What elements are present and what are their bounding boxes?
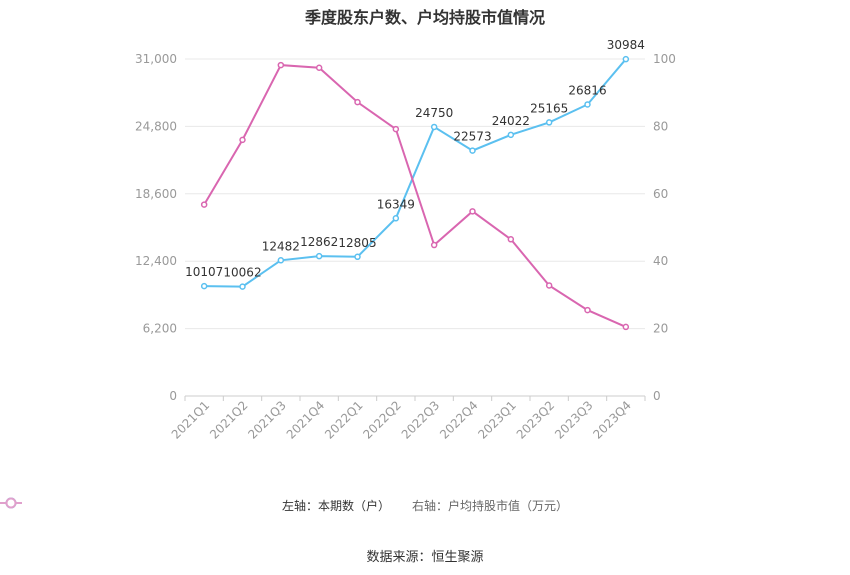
data-point-left — [469, 147, 476, 154]
x-tick-label: 2021Q2 — [207, 398, 251, 442]
data-point-right — [622, 323, 630, 331]
data-point-right — [200, 201, 208, 208]
data-point-left — [392, 215, 400, 222]
x-tick-label: 2023Q4 — [590, 398, 634, 442]
legend-marker-right-icon — [0, 497, 22, 509]
data-point-left — [584, 101, 591, 108]
data-point-left — [622, 55, 630, 63]
x-tick-label: 2021Q1 — [169, 398, 213, 442]
data-point-left — [507, 131, 515, 139]
data-point-right — [430, 241, 438, 249]
data-point-left — [200, 282, 208, 290]
data-point-left — [354, 253, 361, 261]
left-tick-label: 31,000 — [135, 52, 177, 66]
data-point-left — [239, 283, 246, 290]
data-point-right — [239, 136, 246, 144]
data-point-right — [277, 61, 285, 69]
left-tick-label: 0 — [169, 389, 177, 403]
data-label: 12482 — [262, 239, 300, 253]
right-tick-label: 60 — [653, 187, 668, 201]
x-tick-label: 2021Q3 — [245, 398, 289, 442]
data-point-right — [545, 282, 553, 289]
x-tick-label: 2023Q2 — [514, 398, 558, 442]
x-tick-label: 2023Q3 — [552, 398, 596, 442]
left-tick-label: 18,600 — [135, 187, 177, 201]
data-point-right — [392, 125, 400, 133]
right-tick-label: 80 — [653, 119, 668, 133]
data-label: 30984 — [607, 38, 645, 52]
x-tick-label: 2022Q1 — [322, 398, 366, 442]
right-tick-label: 0 — [653, 389, 661, 403]
x-tick-label: 2022Q4 — [437, 398, 481, 442]
data-label: 24022 — [492, 114, 530, 128]
data-label: 24750 — [415, 106, 453, 120]
data-label: 16349 — [377, 197, 415, 211]
x-tick-label: 2022Q2 — [360, 398, 404, 442]
data-point-right — [469, 208, 476, 215]
series-line-left — [204, 58, 627, 288]
right-tick-label: 40 — [653, 254, 668, 268]
data-label: 26816 — [568, 83, 606, 97]
data-label: 12862 — [300, 235, 338, 249]
x-tick-label: 2022Q3 — [399, 398, 443, 442]
legend-item-left-series[interactable]: 左轴：本期数（户） — [0, 497, 390, 514]
left-tick-label: 12,400 — [135, 254, 177, 268]
x-tick-label: 2023Q1 — [475, 398, 519, 442]
series-line-right — [203, 64, 627, 328]
data-label: 10107 — [185, 265, 223, 279]
chart-title: 季度股东户数、户均持股市值情况 — [304, 8, 545, 27]
data-point-left — [277, 257, 285, 264]
data-point-right — [315, 64, 323, 72]
data-label: 10062 — [223, 266, 261, 280]
source-note: 数据来源：恒生聚源 — [366, 550, 484, 565]
x-tick-label: 2021Q4 — [284, 398, 328, 442]
data-point-left — [315, 252, 323, 260]
left-tick-label: 6,200 — [143, 322, 177, 336]
data-point-left — [545, 119, 553, 126]
legend-label-right: 右轴：户均持股市值（万元） — [412, 499, 569, 513]
legend: 左轴：本期数（户） 右轴：户均持股市值（万元） — [0, 497, 850, 514]
right-tick-label: 20 — [653, 322, 668, 336]
data-label: 22573 — [453, 130, 491, 144]
right-tick-label: 100 — [653, 52, 676, 66]
data-label: 12805 — [338, 236, 376, 250]
data-point-right — [507, 236, 515, 243]
left-tick-label: 24,800 — [135, 119, 177, 133]
data-point-left — [430, 123, 438, 131]
legend-label-left: 左轴：本期数（户） — [281, 499, 390, 513]
legend-item-right-series[interactable]: 右轴：户均持股市值（万元） — [0, 497, 569, 514]
data-point-right — [354, 98, 361, 106]
data-point-right — [584, 306, 591, 314]
data-label: 25165 — [530, 101, 568, 115]
